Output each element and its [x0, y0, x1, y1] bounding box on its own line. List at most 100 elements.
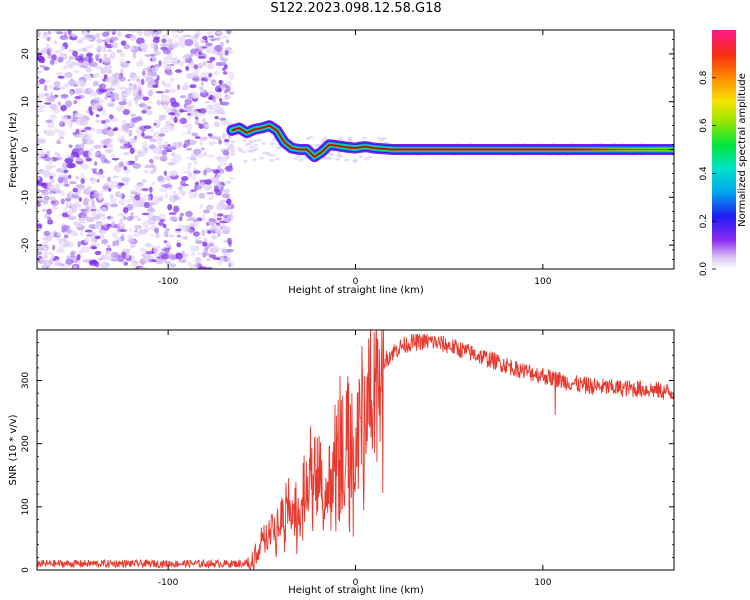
noise-blob: [168, 88, 177, 93]
noise-blob: [45, 129, 55, 137]
noise-blob: [174, 141, 181, 149]
noise-blob: [53, 128, 60, 132]
noise-blob: [134, 98, 138, 106]
noise-blob: [228, 71, 234, 78]
noise-blob: [129, 147, 135, 155]
noise-blob: [167, 204, 173, 211]
noise-blob: [66, 255, 70, 259]
noise-blob: [113, 184, 118, 188]
noise-blob: [137, 184, 144, 187]
noise-blob: [205, 221, 210, 227]
noise-blob: [107, 143, 114, 148]
noise-blob: [203, 185, 209, 192]
noise-blob: [73, 265, 78, 269]
noise-blob: [192, 220, 200, 226]
ridge-halo: [256, 138, 262, 142]
noise-blob: [185, 66, 189, 71]
noise-blob: [222, 132, 227, 139]
noise-blob: [194, 136, 201, 139]
ridge-halo: [274, 157, 280, 161]
noise-blob: [224, 96, 232, 100]
noise-blob: [106, 244, 111, 248]
noise-blob: [199, 86, 204, 90]
noise-blob: [118, 212, 126, 218]
noise-blob: [74, 192, 79, 200]
noise-blob: [221, 193, 231, 199]
noise-blob: [119, 218, 123, 225]
ridge-halo: [352, 159, 358, 163]
noise-blob: [42, 196, 50, 200]
ridge-halo: [251, 148, 257, 152]
noise-blob: [188, 195, 197, 199]
noise-blob: [137, 149, 143, 155]
noise-blob: [78, 197, 83, 202]
ridge-halo: [376, 136, 382, 140]
noise-blob: [193, 148, 202, 155]
noise-blob: [44, 260, 52, 268]
noise-blob: [93, 103, 102, 109]
noise-blob: [106, 130, 115, 137]
noise-blob: [159, 188, 168, 193]
noise-blob: [213, 121, 220, 128]
noise-blob: [207, 133, 213, 137]
noise-blob: [217, 165, 221, 171]
noise-blob: [152, 198, 160, 204]
noise-blob: [51, 206, 59, 210]
noise-blob: [144, 243, 152, 248]
ridge-halo: [258, 156, 264, 160]
noise-blob: [124, 140, 129, 145]
noise-blob: [83, 189, 87, 194]
noise-blob: [37, 151, 43, 159]
colorbar-label: Normalized spectral amplitude: [737, 73, 748, 227]
noise-blob: [178, 259, 187, 263]
noise-blob: [190, 53, 194, 57]
noise-blob: [76, 254, 81, 261]
noise-blob: [215, 228, 222, 235]
noise-blob: [61, 115, 68, 119]
noise-blob: [130, 211, 134, 216]
ridge-halo: [364, 157, 369, 161]
noise-blob: [222, 230, 230, 235]
x-tick-label: 100: [534, 578, 551, 588]
noise-blob: [154, 227, 160, 234]
noise-blob: [89, 91, 98, 97]
noise-blob: [163, 231, 169, 237]
noise-blob: [59, 121, 64, 125]
noise-blob: [148, 100, 153, 104]
noise-blob: [118, 161, 124, 166]
noise-blob: [202, 152, 208, 157]
noise-blob: [142, 67, 150, 71]
noise-blob: [228, 177, 235, 181]
noise-blob: [57, 176, 64, 184]
noise-blob: [42, 255, 49, 259]
noise-blob: [205, 42, 213, 47]
noise-blob: [68, 55, 75, 60]
noise-blob: [222, 156, 228, 162]
noise-blob: [72, 114, 76, 122]
noise-blob: [213, 81, 221, 85]
noise-blob: [220, 186, 224, 192]
noise-blob: [203, 237, 208, 243]
ridge-halo: [248, 140, 254, 143]
noise-blob: [79, 221, 86, 224]
noise-blob: [125, 131, 132, 135]
noise-blob: [134, 135, 138, 140]
noise-blob: [63, 83, 70, 89]
noise-blob: [164, 248, 170, 254]
noise-blob: [200, 91, 209, 98]
noise-blob: [206, 154, 215, 158]
noise-blob: [193, 231, 200, 237]
noise-blob: [110, 30, 117, 33]
noise-blob: [167, 253, 176, 260]
noise-blob: [64, 180, 68, 185]
noise-blob: [218, 79, 223, 85]
ridge-halo: [330, 153, 335, 157]
noise-blob: [129, 138, 135, 146]
noise-blob: [80, 129, 86, 133]
noise-blob: [134, 155, 138, 162]
noise-blob: [197, 62, 205, 68]
ridge-halo: [293, 156, 299, 160]
noise-blob: [69, 90, 74, 96]
noise-blob: [192, 173, 197, 180]
noise-blob: [60, 45, 66, 52]
